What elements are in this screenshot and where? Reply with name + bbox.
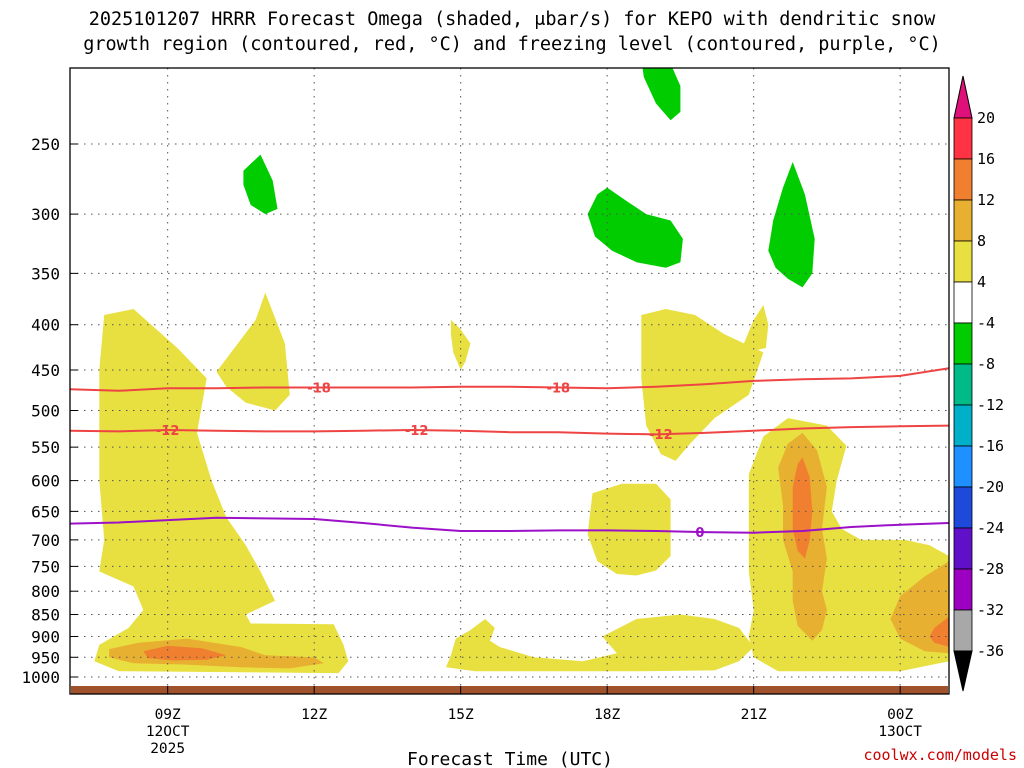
- credit-link[interactable]: coolwx.com/models: [863, 746, 1017, 764]
- chart-title-line-2: growth region (contoured, red, °C) and f…: [83, 34, 941, 55]
- contour--12: [70, 424, 949, 436]
- omega-region-4: [743, 305, 769, 351]
- omega-region-12: [792, 457, 813, 559]
- omega-region-0: [94, 309, 349, 674]
- omega-region-5: [587, 483, 671, 576]
- colorbar-tick-0: 20: [977, 109, 995, 127]
- colorbar-tick-9: -20: [977, 478, 1004, 496]
- ytick-label-700: 700: [31, 531, 60, 550]
- ytick-label-400: 400: [31, 316, 60, 335]
- colorbar-swatch-9: [953, 486, 973, 529]
- omega-region-13: [929, 616, 949, 647]
- y-axis-ticks: 250 300 350 400 450 500 550 600 650 700 750 800 850 9…: [21, 135, 78, 687]
- colorbar-tick-4: 4: [977, 273, 986, 291]
- omega-region-14: [243, 154, 278, 215]
- contour-label--18-1: -18: [547, 382, 571, 397]
- colorbar-min-triangle: [953, 650, 973, 692]
- omega-shading: [94, 68, 949, 674]
- contour-label--18-0: -18: [307, 382, 331, 397]
- xtick-label-09Z-1: 12OCT: [146, 724, 190, 740]
- ytick-label-550: 550: [31, 438, 60, 457]
- ytick-label-650: 650: [31, 502, 60, 521]
- colorbar-tick-2: 12: [977, 191, 995, 209]
- omega-region-6: [446, 614, 754, 672]
- contour-label-0-0: 0: [695, 526, 704, 541]
- ytick-label-450: 450: [31, 361, 60, 380]
- xtick-label-18Z-0: 18Z: [594, 707, 620, 723]
- colorbar-tick-1: 16: [977, 150, 995, 168]
- ytick-label-600: 600: [31, 472, 60, 491]
- colorbar-tick-7: -12: [977, 396, 1004, 414]
- colorbar-swatch-0: [953, 117, 973, 160]
- colorbar-swatch-8: [953, 445, 973, 488]
- ytick-label-850: 850: [31, 606, 60, 625]
- contour-0: [70, 516, 949, 534]
- colorbar-tick-10: -24: [977, 519, 1004, 537]
- colorbar-swatch-12: [953, 609, 973, 652]
- colorbar-swatch-3: [953, 240, 973, 283]
- xtick-label-21Z-0: 21Z: [741, 707, 767, 723]
- colorbar-tick-3: 8: [977, 232, 986, 250]
- ytick-label-1000: 1000: [21, 668, 60, 687]
- xtick-label-00Z-1: 13OCT: [878, 724, 922, 740]
- x-axis-title: Forecast Time (UTC): [407, 749, 613, 768]
- colorbar-tick-8: -16: [977, 437, 1004, 455]
- xtick-label-00Z-0: 00Z: [887, 707, 913, 723]
- ytick-label-800: 800: [31, 582, 60, 601]
- ytick-label-900: 900: [31, 627, 60, 646]
- ytick-label-250: 250: [31, 135, 60, 154]
- omega-region-2: [450, 319, 471, 370]
- omega-region-17: [768, 162, 815, 288]
- omega-region-16: [587, 187, 683, 268]
- colorbar-tick-11: -28: [977, 560, 1004, 578]
- plot-frame: [69, 67, 950, 695]
- xtick-label-15Z-0: 15Z: [448, 707, 474, 723]
- terrain-strip: [71, 686, 948, 694]
- colorbar-tick-5: -4: [977, 314, 995, 332]
- chart-title-line-1: 2025101207 HRRR Forecast Omega (shaded, …: [89, 9, 936, 30]
- colorbar-swatch-4: [953, 281, 973, 324]
- colorbar-tick-13: -36: [977, 642, 1004, 660]
- colorbar-swatch-7: [953, 404, 973, 447]
- temperature-contours: -18 -18 -12 -12 -12 0: [70, 367, 949, 541]
- colorbar: 20 16 12 8 4 -4 -8 -12 -16 -20 -24 -28 -32 -36: [953, 75, 1004, 692]
- colorbar-swatch-5: [953, 322, 973, 365]
- ytick-label-500: 500: [31, 402, 60, 421]
- colorbar-swatch-1: [953, 158, 973, 201]
- colorbar-swatch-11: [953, 568, 973, 611]
- colorbar-swatch-10: [953, 527, 973, 570]
- ytick-label-950: 950: [31, 648, 60, 667]
- contour--18: [70, 367, 949, 392]
- contour-label--12-2: -12: [649, 428, 673, 443]
- omega-region-1: [216, 292, 290, 411]
- colorbar-swatch-6: [953, 363, 973, 406]
- xtick-label-09Z-0: 09Z: [155, 707, 181, 723]
- ytick-label-350: 350: [31, 264, 60, 283]
- omega-region-11: [143, 645, 227, 661]
- ytick-label-750: 750: [31, 557, 60, 576]
- contour-label--12-0: -12: [156, 424, 180, 439]
- omega-region-15: [642, 68, 681, 121]
- colorbar-tick-12: -32: [977, 601, 1004, 619]
- xtick-label-12Z-0: 12Z: [301, 707, 327, 723]
- contour-label--12-1: -12: [405, 424, 429, 439]
- colorbar-tick-6: -8: [977, 355, 995, 373]
- colorbar-swatch-2: [953, 199, 973, 242]
- xtick-label-09Z-2: 2025: [150, 741, 185, 757]
- ytick-label-300: 300: [31, 205, 60, 224]
